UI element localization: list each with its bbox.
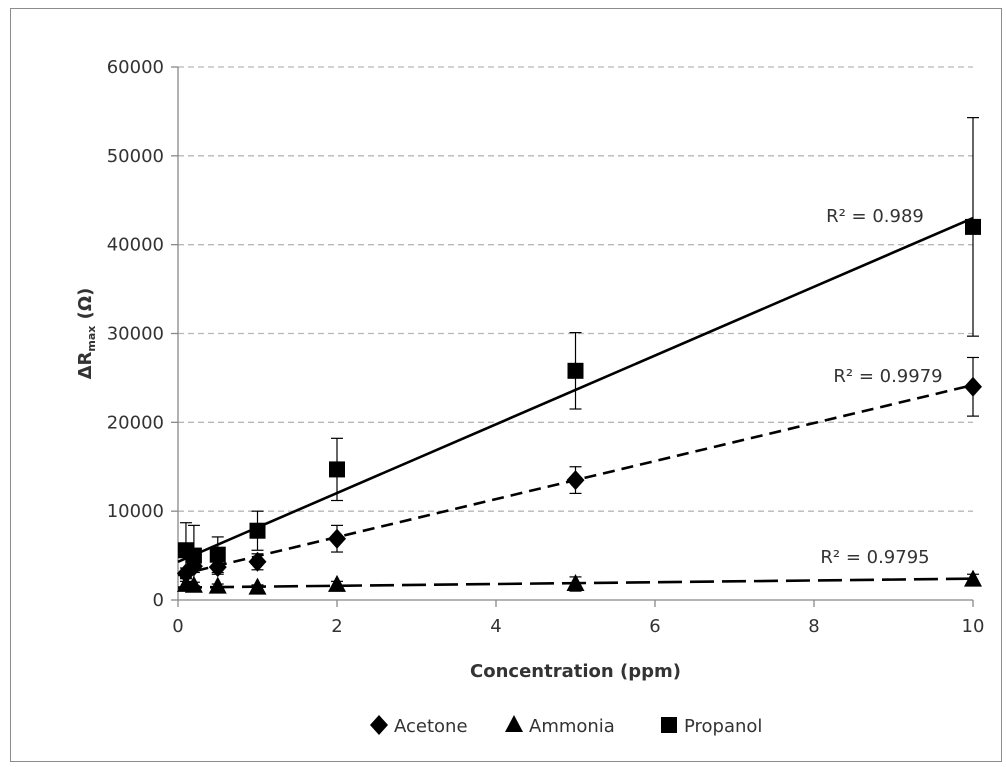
propanol-point bbox=[965, 218, 981, 235]
x-tick-label: 6 bbox=[649, 616, 660, 637]
y-tick-label: 10000 bbox=[107, 501, 164, 522]
propanol-point bbox=[567, 362, 584, 379]
grid-lines bbox=[178, 66, 973, 512]
y-tick-label: 20000 bbox=[107, 412, 164, 433]
legend-acetone-marker bbox=[370, 715, 388, 735]
y-tick-label: 40000 bbox=[107, 235, 164, 256]
data-markers bbox=[176, 218, 982, 595]
acetone-point bbox=[566, 470, 585, 491]
propanol-point bbox=[249, 522, 266, 539]
ammonia-point bbox=[566, 574, 585, 592]
legend: Acetone Ammonia Propanol bbox=[370, 715, 762, 737]
legend-propanol-marker bbox=[661, 717, 677, 733]
y-axis-title-unit: (Ω) bbox=[75, 288, 96, 326]
ammonia-point bbox=[184, 575, 203, 593]
legend-ammonia-label: Ammonia bbox=[529, 716, 615, 737]
x-tick-label: 0 bbox=[172, 616, 183, 637]
acetone-point bbox=[328, 528, 346, 549]
propanol-point bbox=[329, 461, 345, 478]
ammonia-point bbox=[964, 569, 982, 587]
y-tick-label: 50000 bbox=[107, 146, 164, 167]
legend-propanol-label: Propanol bbox=[684, 716, 762, 737]
x-tick-label: 2 bbox=[331, 616, 342, 637]
x-tick-label: 10 bbox=[962, 616, 985, 637]
propanol-r2-label: R² = 0.989 bbox=[826, 206, 924, 227]
legend-acetone-label: Acetone bbox=[394, 716, 468, 737]
y-axis-title-subscript: max bbox=[85, 326, 98, 352]
chart-frame bbox=[10, 8, 1002, 762]
y-tick-label: 30000 bbox=[107, 324, 164, 345]
x-axis-title: Concentration (ppm) bbox=[470, 661, 681, 682]
ammonia-point bbox=[248, 577, 267, 595]
y-tick-label: 0 bbox=[153, 590, 164, 611]
axes: 0 10000 20000 30000 40000 50000 60000 0 2 4 6 8 10 bbox=[107, 57, 985, 637]
legend-ammonia-marker bbox=[505, 715, 523, 732]
acetone-r2-label: R² = 0.9979 bbox=[833, 366, 942, 387]
y-axis-title: ΔRmax (Ω) bbox=[75, 288, 98, 380]
x-tick-label: 4 bbox=[490, 616, 501, 637]
y-tick-label: 60000 bbox=[107, 57, 164, 78]
y-axis-title-main: ΔR bbox=[75, 351, 96, 379]
propanol-point bbox=[185, 547, 202, 564]
propanol-point bbox=[209, 546, 226, 563]
acetone-point bbox=[964, 376, 982, 397]
acetone-point bbox=[248, 551, 267, 572]
ammonia-point bbox=[328, 574, 346, 592]
ammonia-r2-label: R² = 0.9795 bbox=[820, 547, 929, 568]
ammonia-point bbox=[208, 576, 227, 594]
labels: Concentration (ppm) ΔRmax (Ω) R² = 0.9979 R… bbox=[75, 206, 943, 682]
x-tick-label: 8 bbox=[808, 616, 819, 637]
error-bars bbox=[179, 117, 979, 592]
